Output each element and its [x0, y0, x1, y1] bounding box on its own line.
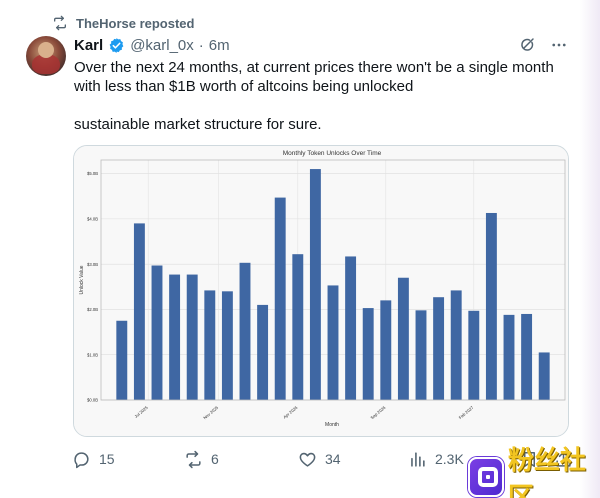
bar-16: [397, 277, 409, 400]
views-count: 2.3K: [435, 451, 464, 467]
tweet-text: Over the next 24 months, at current pric…: [74, 59, 554, 133]
repost-action-icon: [186, 450, 201, 468]
repost-indicator[interactable]: TheHorse reposted: [52, 14, 194, 32]
bar-3: [169, 274, 181, 400]
repost-label: TheHorse reposted: [76, 15, 195, 31]
repost-button[interactable]: 6: [184, 446, 219, 472]
bar-0: [116, 320, 128, 400]
chart-title: Monthly Token Unlocks Over Time: [283, 150, 382, 157]
bar-19: [450, 290, 462, 400]
watermark: 粉丝社区: [468, 446, 600, 498]
verified-badge-icon: [109, 37, 124, 53]
like-button[interactable]: 34: [298, 446, 341, 472]
y-tick-label: $4.0B: [87, 216, 98, 221]
y-axis-label: Unlock Value: [79, 265, 85, 294]
bar-17: [415, 310, 427, 400]
action-bar: 15 6 34 2.3K: [72, 446, 582, 472]
bar-14: [362, 308, 374, 400]
bar-21: [485, 212, 497, 400]
author-handle[interactable]: @karl_0x: [130, 36, 194, 54]
header-icons: [518, 36, 568, 54]
edge-shadow: [580, 0, 600, 498]
bar-10: [292, 254, 304, 400]
bar-12: [327, 285, 339, 400]
avatar[interactable]: [26, 36, 66, 76]
chart-image[interactable]: Monthly Token Unlocks Over Time $0.0B $1.…: [73, 145, 569, 437]
watermark-logo-icon: [468, 457, 504, 497]
grok-icon[interactable]: [518, 36, 536, 54]
y-tick-label: $0.0B: [87, 398, 98, 403]
views-button[interactable]: 2.3K: [408, 446, 464, 472]
bar-24: [538, 352, 550, 400]
more-icon[interactable]: [550, 36, 568, 54]
bar-11: [309, 169, 321, 400]
like-count: 34: [325, 451, 341, 467]
bar-9: [274, 197, 286, 400]
y-tick-label: $2.0B: [87, 307, 98, 312]
bar-18: [433, 297, 445, 400]
bar-7: [239, 262, 251, 400]
share-button[interactable]: [554, 446, 573, 472]
bookmark-button[interactable]: [520, 446, 539, 472]
y-tick-label: $5.0B: [87, 171, 98, 176]
tweet-header: Karl @karl_0x · 6m: [74, 34, 230, 56]
x-axis-label: Month: [325, 422, 339, 428]
separator-dot: ·: [198, 36, 204, 54]
bar-chart: Monthly Token Unlocks Over Time $0.0B $1.…: [74, 146, 568, 436]
heart-icon: [299, 452, 316, 467]
bar-5: [204, 290, 216, 400]
author-name[interactable]: Karl: [74, 36, 104, 54]
bar-15: [380, 300, 392, 400]
reply-count: 15: [99, 451, 115, 467]
bar-1: [133, 223, 145, 400]
post-time[interactable]: 6m: [208, 36, 230, 54]
bar-8: [257, 304, 269, 400]
repost-count: 6: [211, 451, 219, 467]
repost-icon: [54, 15, 66, 31]
views-chart-icon: [411, 451, 425, 467]
bar-2: [151, 265, 163, 400]
y-tick-label: $3.0B: [87, 262, 98, 267]
bar-6: [221, 291, 233, 400]
bookmark-icon: [523, 451, 536, 467]
share-icon: [556, 451, 571, 467]
y-tick-label: $1.0B: [87, 352, 98, 357]
bar-22: [503, 314, 515, 400]
bar-20: [468, 310, 480, 400]
bar-13: [345, 256, 357, 400]
bar-4: [186, 274, 198, 400]
reply-button[interactable]: 15: [72, 446, 115, 472]
bar-23: [521, 313, 533, 400]
watermark-text: 粉丝社区: [507, 446, 586, 498]
reply-icon: [74, 451, 89, 468]
